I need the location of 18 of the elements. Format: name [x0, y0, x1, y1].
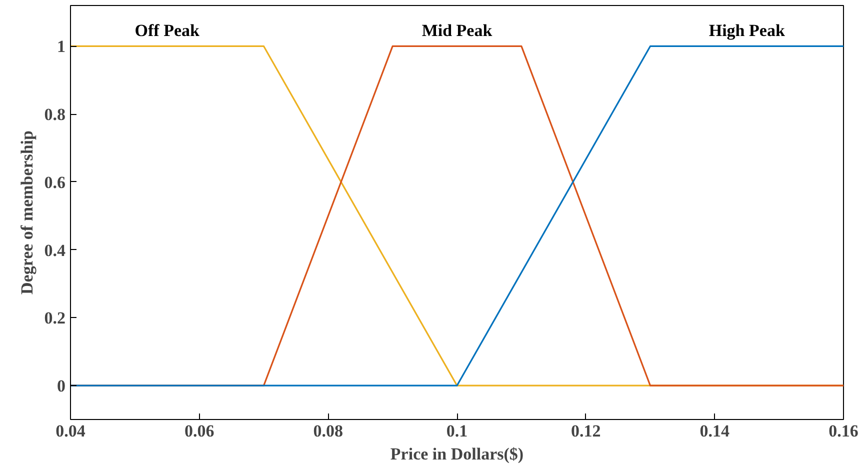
y-tick-label: 0.6: [44, 172, 66, 192]
x-tick-label: 0.16: [828, 422, 858, 440]
y-axis-title: Degree of membership: [17, 130, 36, 294]
x-tick-label: 0.1: [446, 422, 468, 440]
x-axis-title: Price in Dollars($): [390, 444, 524, 464]
series-label: Off Peak: [134, 21, 200, 40]
x-tick-label: 0.04: [56, 422, 86, 440]
y-tick-label: 1: [57, 37, 66, 56]
y-tick-label: 0.8: [44, 105, 66, 124]
x-tick-label: 0.12: [570, 422, 601, 440]
x-tick-label: 0.08: [313, 422, 344, 440]
x-tick-label: 0.06: [184, 422, 214, 440]
series-label: High Peak: [708, 21, 786, 40]
y-tick-label: 0: [57, 376, 66, 396]
y-tick-label: 0.2: [44, 308, 66, 328]
series-label: Mid Peak: [422, 21, 493, 40]
x-tick-label: 0.14: [700, 422, 730, 440]
y-tick-label: 0.4: [44, 240, 66, 260]
